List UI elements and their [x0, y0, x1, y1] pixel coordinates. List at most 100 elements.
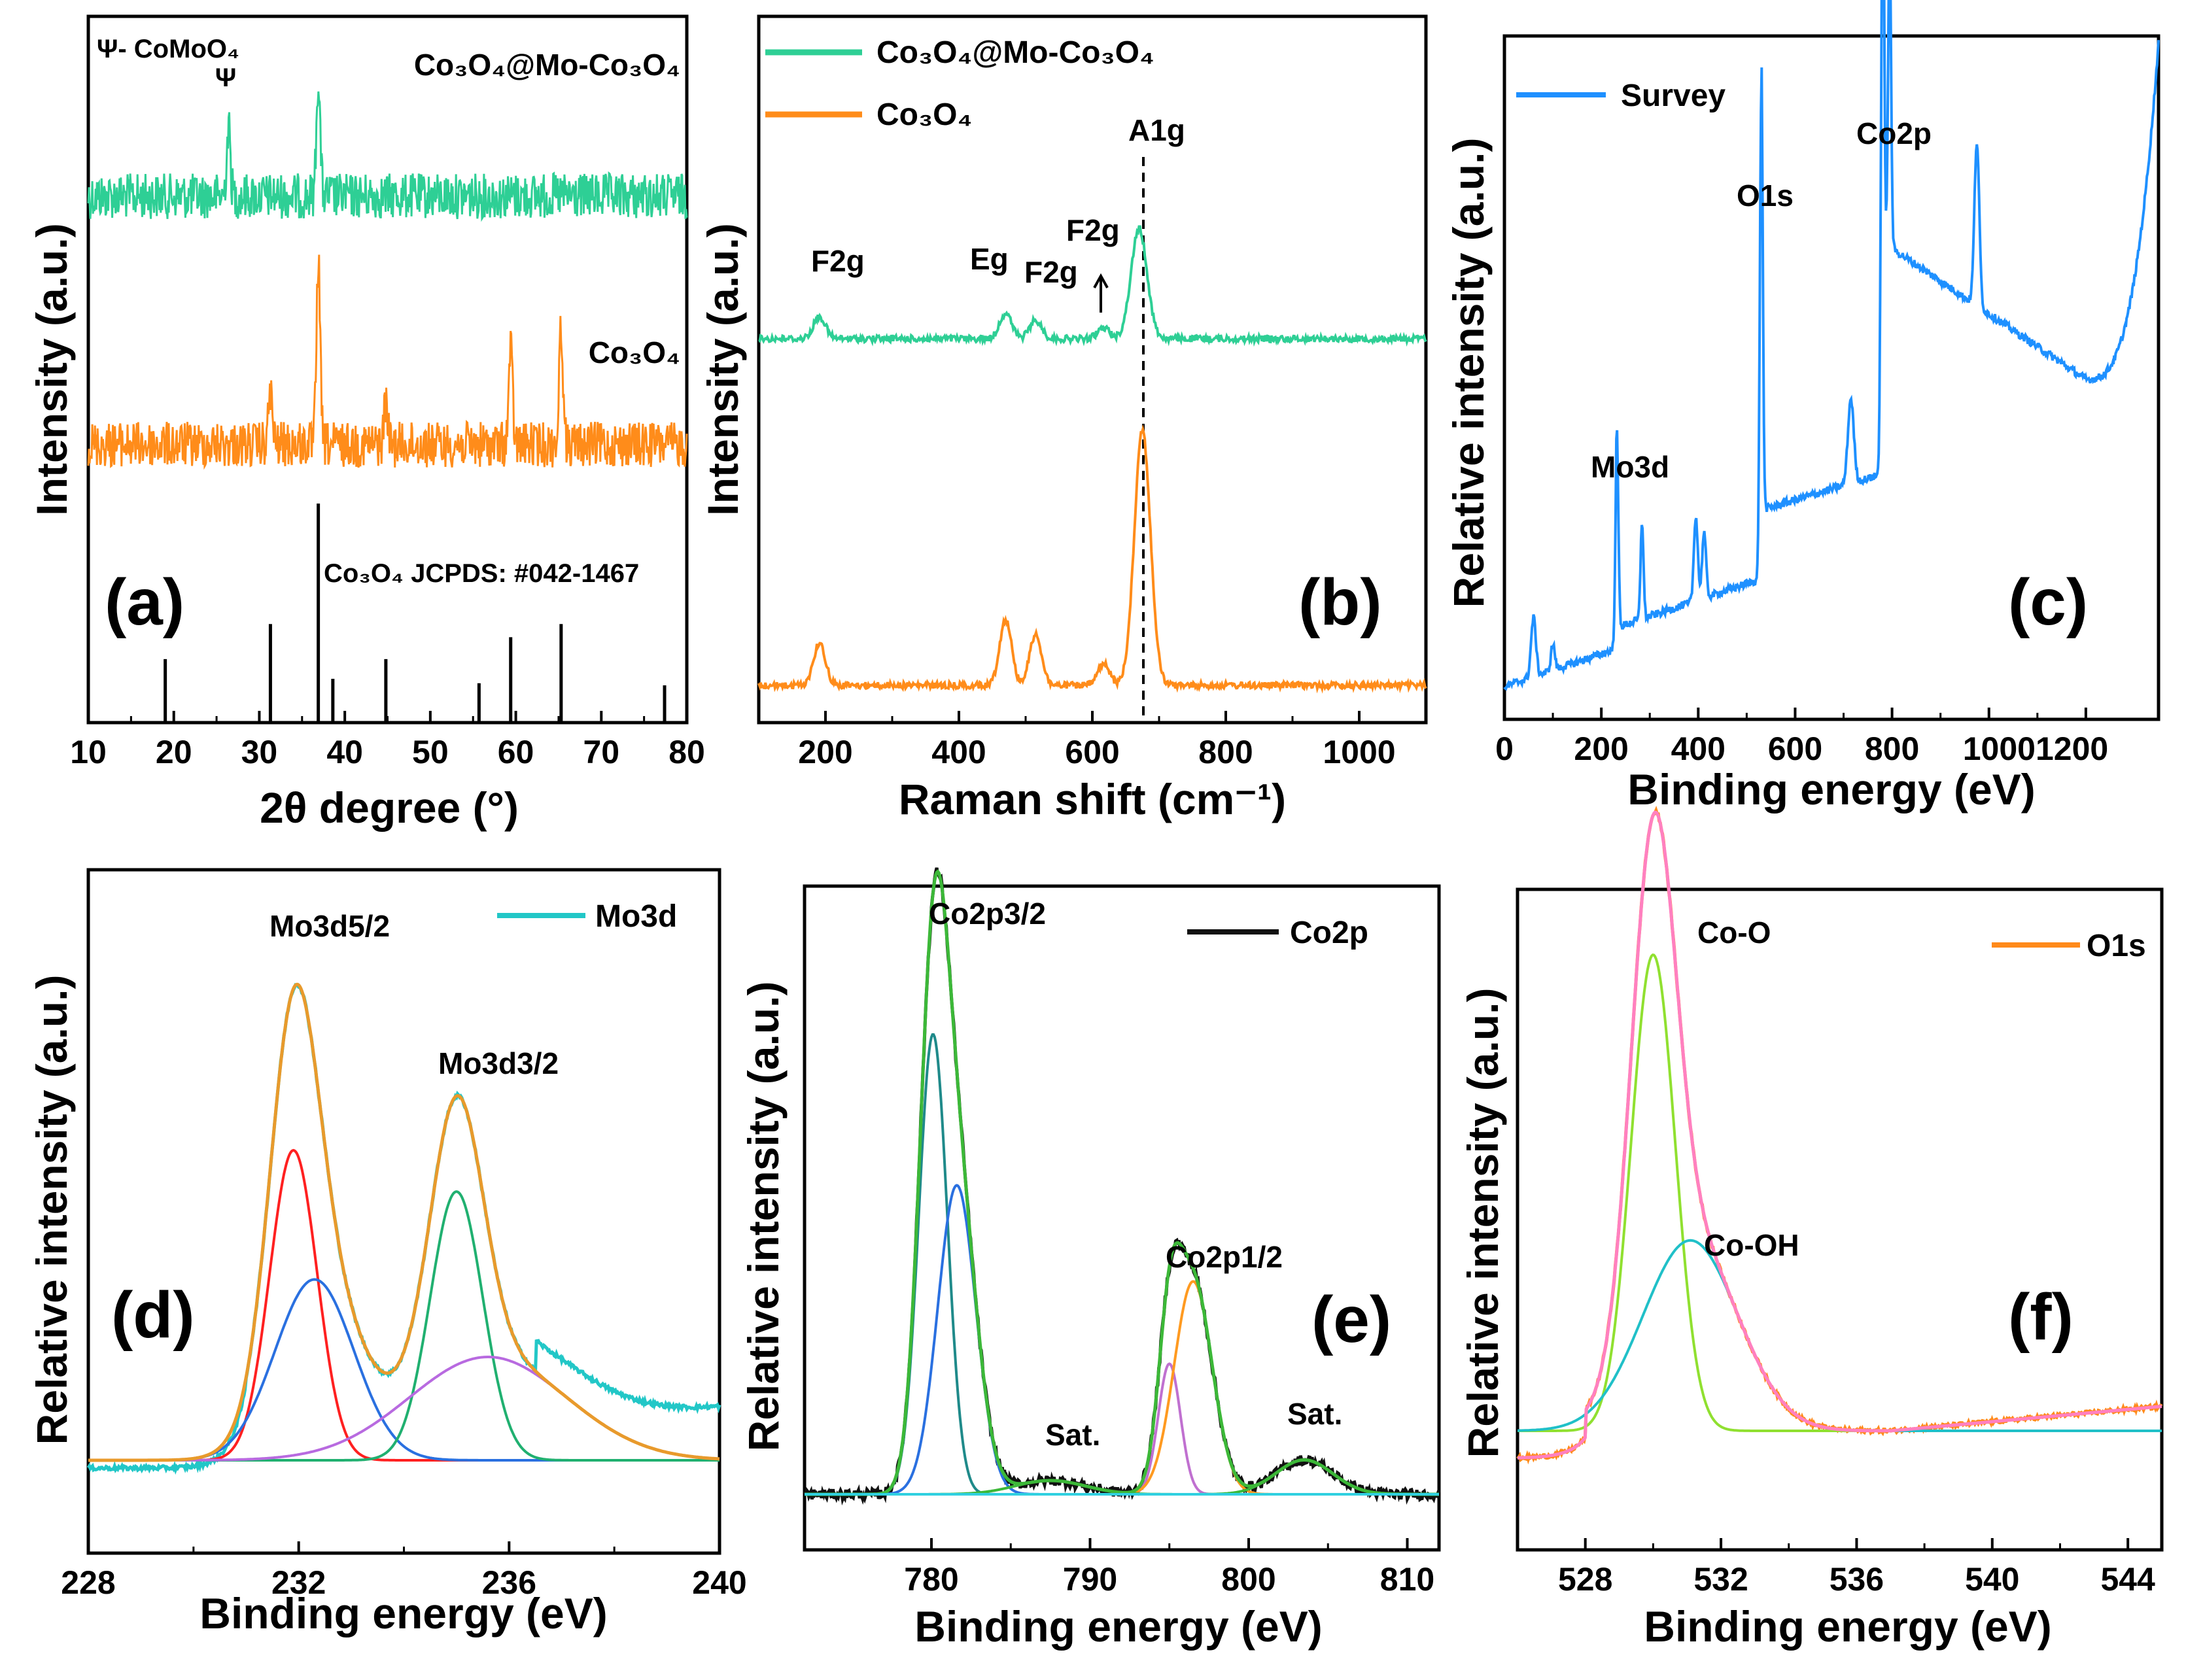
panel-f: 528 532 536 540 544 O1s Co-O Co-OH (f) Relat… — [1459, 806, 2164, 1651]
x-tick-label: 528 — [1558, 1561, 1612, 1598]
x-tick-label: 232 — [271, 1564, 326, 1601]
peak-label-f2g-3: F2g — [1066, 213, 1120, 247]
peak-label-sat-2: Sat. — [1287, 1397, 1342, 1431]
fit-component — [805, 1033, 1439, 1496]
x-tick-label: 532 — [1693, 1561, 1748, 1598]
panel-e-ylabel: Relative intensity (a.u.) — [739, 982, 788, 1452]
panel-e-xlabel: Binding energy (eV) — [914, 1602, 1322, 1651]
peak-label-eg: Eg — [970, 242, 1009, 276]
panel-a-psi-marker: Ψ — [215, 63, 236, 92]
x-tick-label: 20 — [156, 734, 192, 770]
raman-trace-mo-co3o4 — [758, 225, 1427, 347]
panel-d-xlabel: Binding energy (eV) — [200, 1589, 607, 1637]
panel-c-ylabel: Relative intensity (a.u.) — [1444, 138, 1493, 608]
x-tick-label: 544 — [2100, 1561, 2155, 1598]
peak-label-mo3d32: Mo3d3/2 — [438, 1046, 559, 1080]
x-tick-label: 800 — [1221, 1561, 1275, 1598]
x-tick-label: 80 — [668, 734, 705, 770]
panel-a-xticks: 10 20 30 40 50 60 70 80 — [70, 711, 705, 770]
panel-c-xticks: 0 200 400 600 800 10001200 — [1495, 708, 2108, 767]
fit-envelope — [1518, 810, 2162, 1460]
x-tick-label: 236 — [482, 1564, 536, 1601]
legend-text-o1s: O1s — [2087, 929, 2146, 963]
x-tick-label: 540 — [1965, 1561, 2019, 1598]
panel-c: 0 200 400 600 800 10001200 Survey Mo3d O1s Co… — [1444, 0, 2160, 814]
panel-a-ylabel: Intensity (a.u.) — [27, 223, 76, 515]
panel-c-xlabel: Binding energy (eV) — [1627, 765, 2035, 814]
panel-e: 780 790 800 810 Co2p Co2p3/2 Co2p1/2 Sat. S… — [739, 867, 1441, 1651]
x-tick-label: 600 — [1065, 734, 1119, 770]
f2g-arrow-icon — [1093, 273, 1109, 313]
x-tick-label: 1000 — [1323, 734, 1395, 770]
panel-b: 200 400 600 800 1000 Co₃O₄@Mo-Co₃O₄ Co₃O₄ F2… — [699, 14, 1428, 823]
x-tick-label: 40 — [326, 734, 363, 770]
xrd-trace-mo-co3o4 — [87, 91, 688, 222]
x-tick-label: 780 — [904, 1561, 958, 1598]
peak-label-mo3d52: Mo3d5/2 — [269, 909, 390, 943]
panel-d: 228 232 236 240 Mo3d Mo3d5/2 Mo3d3/2 (d) Re… — [27, 868, 747, 1637]
x-tick-label: 400 — [1671, 730, 1726, 767]
xrd-trace-co3o4 — [87, 254, 688, 470]
raw-data-trace — [1516, 806, 2163, 1465]
panel-f-ylabel: Relative intensity (a.u.) — [1459, 988, 1507, 1458]
panel-d-ylabel: Relative intensity (a.u.) — [27, 975, 76, 1445]
panel-a-series-1-label: Co₃O₄ — [589, 335, 680, 369]
panel-d-curves — [86, 982, 721, 1475]
x-tick-label: 30 — [241, 734, 278, 770]
x-tick-label: 790 — [1063, 1561, 1117, 1598]
panel-e-frame — [803, 884, 1441, 1552]
peak-label-f2g-2: F2g — [1024, 255, 1078, 289]
x-tick-label: 800 — [1865, 730, 1919, 767]
raman-trace-co3o4 — [757, 424, 1427, 694]
panel-a-reference-lines — [164, 504, 667, 723]
fit-component — [1518, 953, 2162, 1432]
panel-d-label: (d) — [111, 1278, 195, 1352]
panel-a-xlabel: 2θ degree (°) — [260, 783, 519, 832]
panel-a-series-0-label: Co₃O₄@Mo-Co₃O₄ — [414, 48, 680, 82]
panel-c-label: (c) — [2008, 566, 2088, 639]
peak-label-co2p: Co2p — [1856, 116, 1932, 150]
peak-label-co-o: Co-O — [1697, 916, 1771, 950]
panel-e-curves — [803, 867, 1441, 1506]
x-tick-label: 0 — [1495, 730, 1514, 767]
x-tick-label: 240 — [692, 1564, 746, 1601]
legend-text-mo3d: Mo3d — [595, 899, 677, 934]
legend-text-survey: Survey — [1621, 78, 1726, 113]
panel-f-frame — [1516, 887, 2164, 1552]
xps-survey-trace — [1503, 0, 2160, 691]
panel-b-xlabel: Raman shift (cm⁻¹) — [899, 775, 1286, 823]
x-tick-label: 810 — [1380, 1561, 1434, 1598]
panel-f-xticks: 528 532 536 540 544 — [1558, 1538, 2155, 1598]
panel-f-xlabel: Binding energy (eV) — [1644, 1602, 2051, 1651]
peak-label-co2p32: Co2p3/2 — [929, 897, 1046, 931]
peak-label-co2p12: Co2p1/2 — [1166, 1240, 1283, 1274]
x-tick-label: 10 — [70, 734, 107, 770]
panel-a-reference-label: Co₃O₄ JCPDS: #042-1467 — [324, 559, 639, 588]
panel-d-frame — [86, 868, 721, 1555]
panel-b-ylabel: Intensity (a.u.) — [699, 223, 747, 515]
panel-f-curves — [1516, 806, 2163, 1465]
x-tick-label: 228 — [61, 1564, 115, 1601]
legend-text-co3o4: Co₃O₄ — [876, 97, 972, 132]
x-tick-label: 600 — [1768, 730, 1822, 767]
peak-label-a1g: A1g — [1128, 113, 1185, 147]
panel-e-xticks: 780 790 800 810 — [904, 1538, 1434, 1598]
panel-d-xticks: 228 232 236 240 — [61, 1541, 747, 1601]
x-tick-label: 536 — [1830, 1561, 1884, 1598]
x-tick-label: 800 — [1198, 734, 1253, 770]
peak-label-sat-1: Sat. — [1045, 1418, 1100, 1452]
legend-text-mo-co3o4: Co₃O₄@Mo-Co₃O₄ — [876, 35, 1154, 70]
raw-data-trace — [803, 867, 1441, 1506]
fit-component — [805, 1362, 1439, 1496]
legend-text-co2p: Co2p — [1290, 916, 1368, 950]
peak-label-f2g-1: F2g — [811, 244, 865, 278]
x-tick-label: 400 — [931, 734, 986, 770]
panel-a: 10 20 30 40 50 60 70 80 (a) Intensity (a.u.) 2θ… — [27, 14, 705, 832]
panel-c-frame — [1502, 34, 2160, 721]
panel-b-xticks: 200 400 600 800 1000 — [798, 711, 1396, 770]
x-tick-label: 10001200 — [1963, 730, 2108, 767]
x-tick-label: 200 — [798, 734, 852, 770]
panel-a-psi-legend: Ψ- CoMoO₄ — [97, 35, 239, 63]
peak-label-co-oh: Co-OH — [1704, 1228, 1799, 1262]
